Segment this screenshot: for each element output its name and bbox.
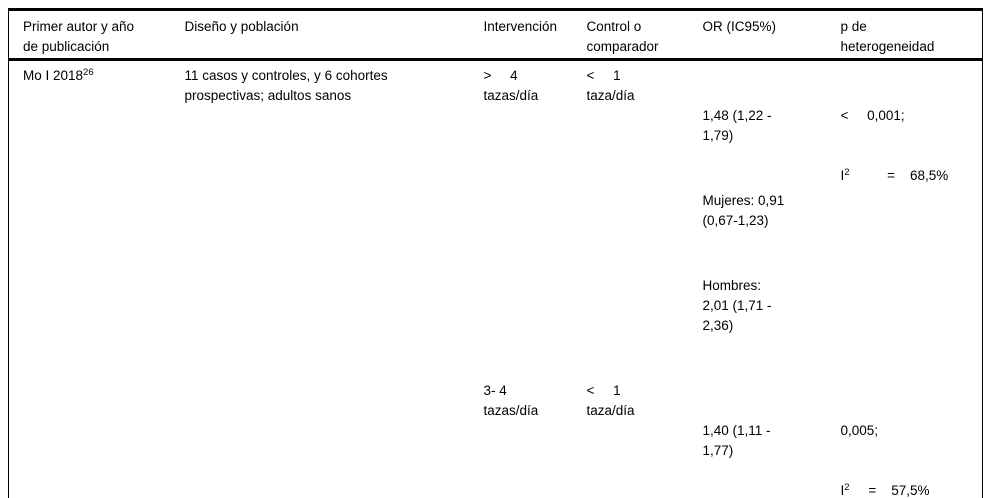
header-design: Diseño y población — [184, 19, 299, 34]
or-paragraph: 1,48 (1,22 - 1,79) — [702, 108, 772, 143]
i2-value: = 68,5% — [849, 168, 949, 183]
reference-superscript: 26 — [83, 67, 94, 78]
comparison-row: Mo I 201826 11 casos y controles, y 6 co… — [9, 60, 983, 377]
header-p-heterogeneity: p de heterogeneidad — [840, 19, 935, 54]
header-row: Primer autor y año de publicación Diseño… — [8, 10, 983, 60]
p-heterogeneity-cell: 0,005; I2 = 57,5% — [841, 376, 983, 498]
comparison-row: 3- 4 tazas/día < 1 taza/día 1,40 (1,11 -… — [9, 376, 983, 498]
intervention-cell: 3- 4 tazas/día — [483, 383, 539, 418]
p-value-line: < 0,001; — [840, 108, 905, 123]
p-heterogeneity-cell: < 0,001; I2 = 68,5% — [841, 60, 983, 377]
or-paragraph-mujeres: Mujeres: 0,91 (0,67-1,23) — [702, 193, 785, 228]
control-cell: < 1 taza/día — [586, 68, 635, 103]
or-cell: 1,48 (1,22 - 1,79) Mujeres: 0,91 (0,67-1… — [703, 60, 841, 377]
intervention-cell: > 4 tazas/día — [483, 68, 539, 103]
i2-line: I2 = 68,5% — [841, 166, 983, 186]
header-or: OR (IC95%) — [702, 19, 777, 34]
header-author: Primer autor y año de publicación — [23, 19, 135, 54]
or-cell: 1,40 (1,11 - 1,77) Mujeres: 1,07(0,68– 1… — [703, 376, 841, 498]
header-intervention: Intervención — [483, 19, 558, 34]
p-value-line: 0,005; — [840, 423, 879, 438]
i2-line: I2 = 57,5% — [841, 481, 983, 498]
or-paragraph-hombres: Hombres: 2,01 (1,71 - 2,36) — [702, 278, 772, 333]
i2-superscript: 2 — [844, 167, 850, 178]
i2-base: I — [840, 168, 845, 183]
i2-value: = 57,5% — [849, 483, 930, 498]
study-design-cell: 11 casos y controles, y 6 cohortes prosp… — [184, 68, 388, 103]
control-cell: < 1 taza/día — [586, 383, 635, 418]
header-control: Control o comparador — [586, 19, 659, 54]
evidence-table: Primer autor y año de publicación Diseño… — [8, 8, 983, 498]
study-author-cell: Mo I 201826 — [9, 60, 185, 498]
i2-superscript: 2 — [844, 482, 850, 493]
study-author-text: Mo I 2018 — [23, 68, 84, 83]
or-paragraph: 1,40 (1,11 - 1,77) — [702, 423, 771, 458]
i2-base: I — [840, 483, 845, 498]
